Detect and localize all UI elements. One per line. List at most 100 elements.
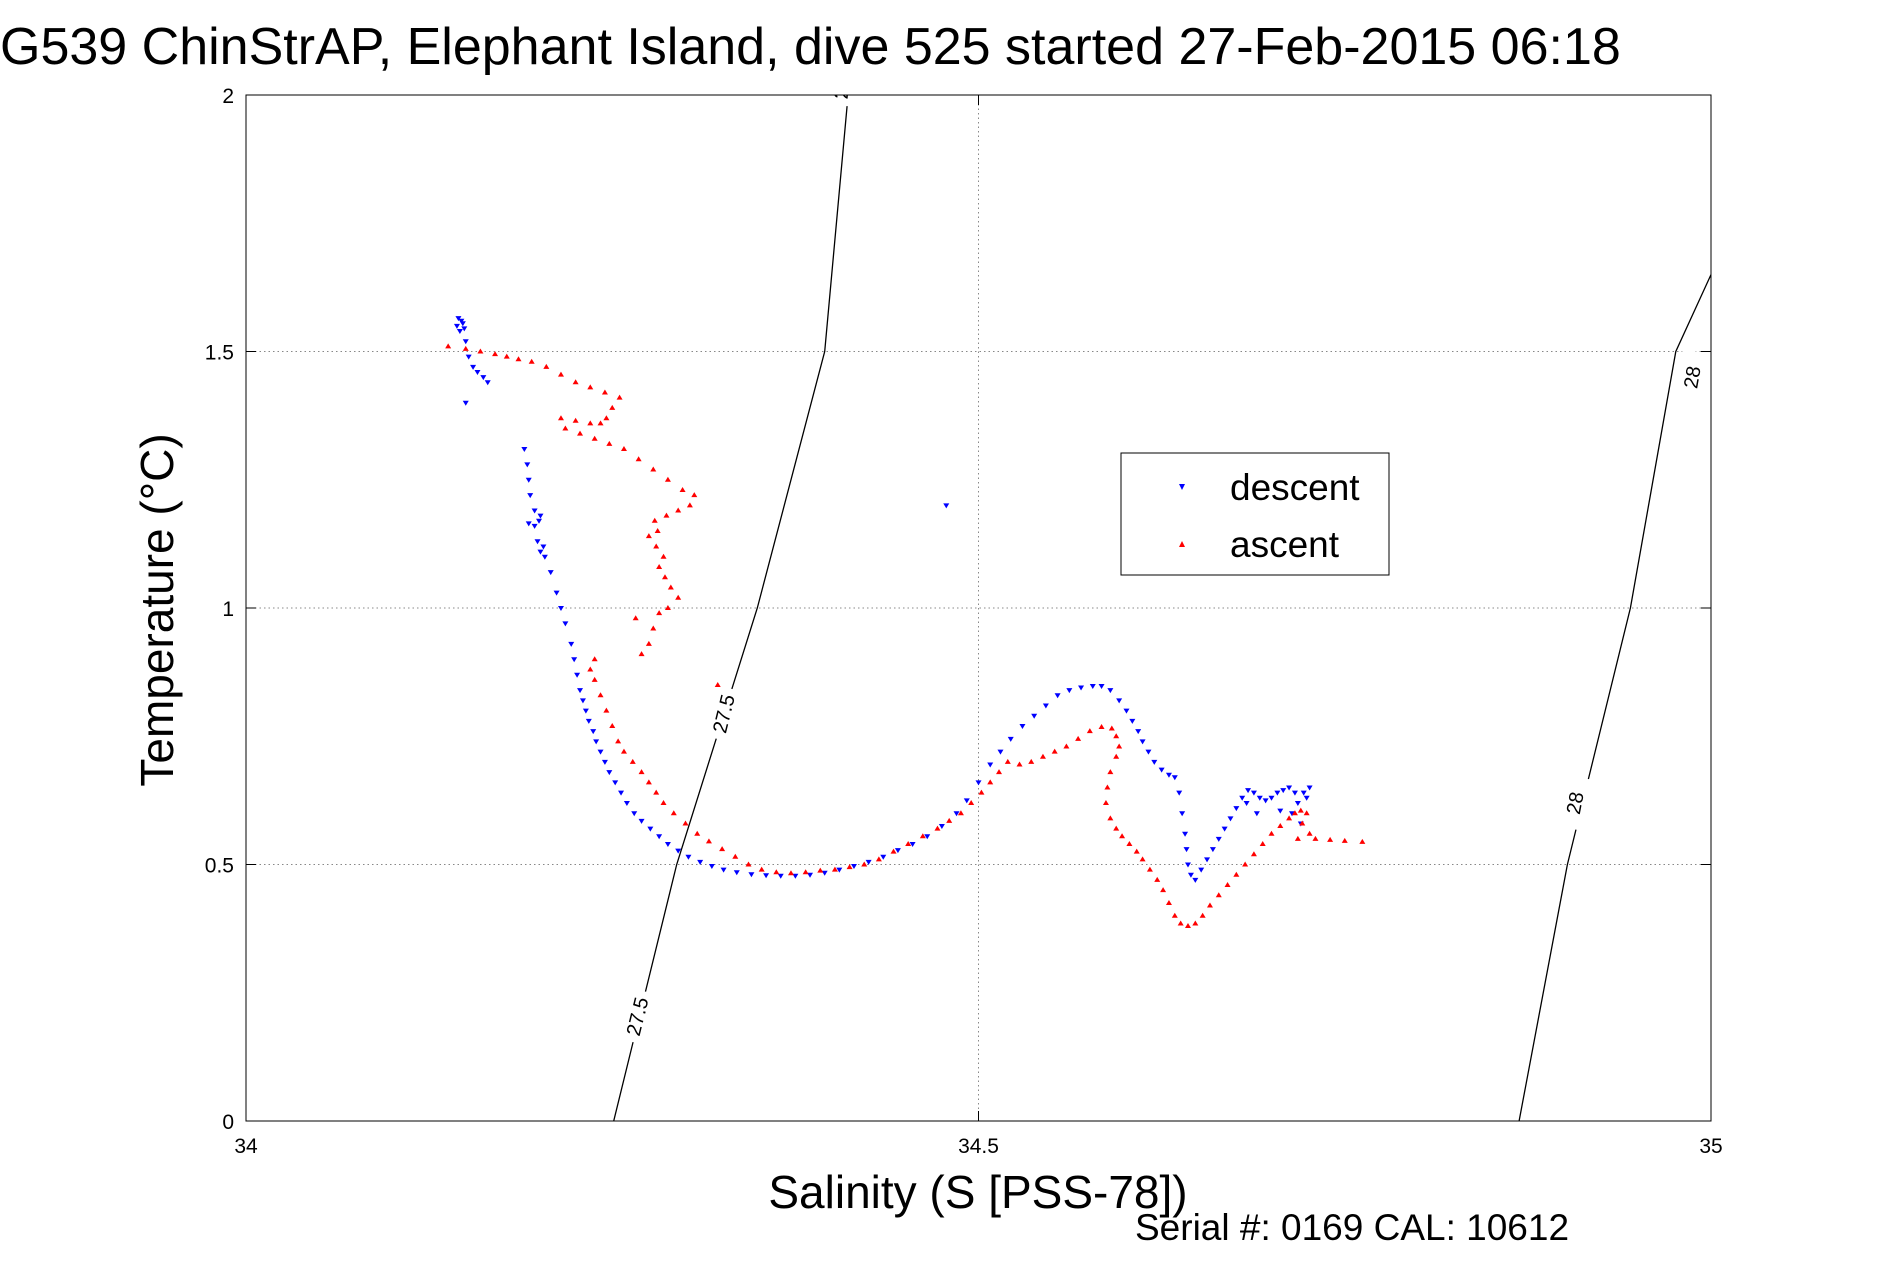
descent-point xyxy=(821,870,828,876)
descent-point xyxy=(1291,790,1298,796)
descent-point xyxy=(461,326,468,332)
descent-point xyxy=(850,864,857,870)
ascent-point xyxy=(957,810,964,816)
descent-point xyxy=(623,800,630,806)
descent-point xyxy=(631,811,638,817)
ascent-point xyxy=(705,838,712,844)
ascent-point xyxy=(632,615,639,621)
ascent-point xyxy=(653,789,660,795)
ascent-point xyxy=(1224,882,1231,888)
ascent-point xyxy=(620,445,627,451)
descent-point xyxy=(1031,713,1038,719)
ascent-point xyxy=(1039,753,1046,759)
descent-point xyxy=(836,867,843,873)
ascent-point xyxy=(1133,848,1140,854)
descent-point xyxy=(462,339,469,345)
ascent-point xyxy=(1086,728,1093,734)
descent-point xyxy=(568,641,575,647)
descent-point xyxy=(1300,790,1307,796)
chart-title: G539 ChinStrAP, Elephant Island, dive 52… xyxy=(0,18,1621,76)
descent-point xyxy=(453,323,460,329)
y-tick-label: 2 xyxy=(222,85,234,108)
descent-point xyxy=(593,739,600,745)
ascent-point xyxy=(638,769,645,775)
descent-point xyxy=(656,834,663,840)
ascent-point xyxy=(577,430,584,436)
descent-point xyxy=(1165,772,1172,778)
ascent-point xyxy=(1215,892,1222,898)
ascent-point xyxy=(1063,743,1070,749)
ascent-point xyxy=(615,738,622,744)
descent-point xyxy=(1179,811,1186,817)
ascent-point xyxy=(1016,761,1023,767)
ascent-point xyxy=(996,769,1003,775)
descent-point xyxy=(540,544,547,550)
ascent-point xyxy=(691,492,698,498)
descent-point xyxy=(456,328,463,334)
ascent-point xyxy=(831,866,838,872)
descent-point xyxy=(585,718,592,724)
isopycnal-line xyxy=(1518,274,1711,1121)
ascent-point xyxy=(656,610,663,616)
ascent-point xyxy=(1108,725,1115,731)
ascent-point xyxy=(603,415,610,421)
descent-point xyxy=(1233,806,1240,812)
ascent-point xyxy=(1306,830,1313,836)
ascent-point xyxy=(660,553,667,559)
ascent-point xyxy=(650,625,657,631)
descent-point xyxy=(1243,800,1250,806)
descent-point xyxy=(647,826,654,832)
ascent-point xyxy=(1312,835,1319,841)
ascent-point xyxy=(905,840,912,846)
ascent-point xyxy=(650,466,657,472)
ascent-point xyxy=(663,512,670,518)
ascent-point xyxy=(591,656,598,662)
ascent-point xyxy=(664,605,671,610)
ascent-point xyxy=(645,640,652,646)
ascent-point xyxy=(1184,923,1191,929)
descent-point xyxy=(541,554,548,560)
isopycnal-label-bg xyxy=(617,987,658,1045)
descent-point xyxy=(537,513,544,519)
descent-point xyxy=(1116,698,1123,704)
descent-point xyxy=(638,818,645,824)
descent-point xyxy=(1184,862,1191,868)
ascent-point xyxy=(1116,743,1123,749)
descent-point xyxy=(531,508,538,514)
ascent-point xyxy=(1126,840,1133,846)
ascent-point xyxy=(1250,851,1257,857)
ascent-point xyxy=(1154,876,1161,882)
ascent-point xyxy=(660,799,667,805)
ascent-point xyxy=(1146,866,1153,872)
ascent-point xyxy=(587,384,594,390)
y-tick-label: 0.5 xyxy=(205,855,234,878)
descent-point xyxy=(1123,708,1130,714)
ascent-point xyxy=(661,574,668,580)
ascent-point xyxy=(875,856,882,862)
descent-point xyxy=(470,364,477,370)
isopycnal-label: 28 xyxy=(1680,364,1706,390)
descent-point xyxy=(606,770,613,776)
x-tick-label: 34 xyxy=(234,1135,258,1158)
x-tick-label: 35 xyxy=(1699,1135,1722,1158)
descent-point xyxy=(987,762,994,768)
descent-point xyxy=(553,590,560,596)
descent-point xyxy=(531,523,538,529)
descent-point xyxy=(1245,788,1252,794)
ascent-point xyxy=(1242,861,1249,867)
ascent-point xyxy=(609,722,616,728)
descent-point xyxy=(1303,795,1310,801)
descent-point xyxy=(943,503,950,509)
ascent-point xyxy=(651,517,658,523)
legend-ascent-marker xyxy=(1179,541,1185,547)
ascent-point xyxy=(656,563,663,569)
descent-point xyxy=(1183,847,1190,853)
ascent-point xyxy=(572,417,579,423)
ascent-point xyxy=(591,676,598,682)
ascent-point xyxy=(675,507,682,513)
ascent-point xyxy=(515,356,522,362)
ascent-point xyxy=(664,476,671,482)
ascent-point xyxy=(445,343,452,349)
